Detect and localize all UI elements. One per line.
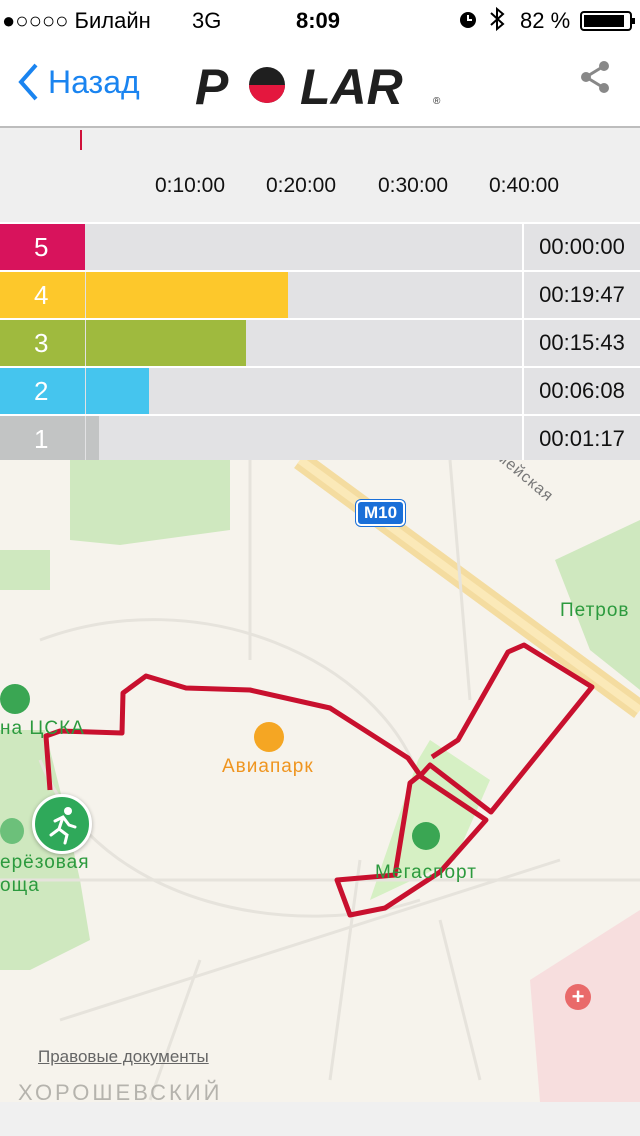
svg-text:LAR: LAR bbox=[300, 62, 403, 108]
place-label[interactable]: Мегаспорт bbox=[375, 862, 477, 883]
map-background bbox=[0, 460, 640, 1102]
clock: 8:09 bbox=[296, 8, 341, 33]
bottom-area bbox=[0, 1102, 640, 1136]
place-label[interactable]: на ЦСКА bbox=[0, 718, 85, 739]
axis-tick: 0:20:00 bbox=[265, 174, 337, 197]
svg-text:®: ® bbox=[433, 96, 441, 107]
battery-percent: 82 % bbox=[520, 8, 571, 33]
zone-time: 00:15:43 bbox=[522, 320, 640, 366]
zone-number: 4 bbox=[0, 272, 85, 318]
route-map[interactable]: M10 мейская на ЦСКА Авиапарк ерёзовая ощ… bbox=[0, 460, 640, 1102]
zone-time: 00:19:47 bbox=[522, 272, 640, 318]
carrier: ●○○○○ Билайн bbox=[2, 8, 151, 33]
place-label[interactable]: ерёзовая bbox=[0, 852, 90, 873]
stadium-icon bbox=[0, 684, 30, 714]
bluetooth-icon bbox=[488, 6, 506, 38]
stadium-icon bbox=[412, 822, 440, 850]
zone-row: 4 00:19:47 bbox=[0, 270, 640, 318]
place-label[interactable]: оща bbox=[0, 875, 40, 896]
road-badge: M10 bbox=[356, 500, 406, 526]
running-start-icon bbox=[32, 794, 92, 854]
zone-number: 2 bbox=[0, 368, 85, 414]
legal-link[interactable]: Правовые документы bbox=[38, 1047, 209, 1066]
zone-number: 1 bbox=[0, 416, 85, 462]
place-label[interactable]: Петров bbox=[560, 600, 630, 621]
place-label[interactable]: Авиапарк bbox=[222, 756, 314, 777]
zone-bar bbox=[86, 320, 246, 366]
back-label: Назад bbox=[48, 63, 140, 100]
polar-logo: P LAR ® bbox=[195, 59, 445, 115]
alarm-icon bbox=[458, 9, 478, 35]
heart-rate-zones: 5 00:00:00 4 00:19:47 3 00:15:43 2 00:06:08 … bbox=[0, 222, 640, 462]
zone-bar bbox=[86, 416, 99, 462]
current-position-marker bbox=[80, 130, 82, 150]
time-axis: 0:10:00 0:20:00 0:30:00 0:40:00 bbox=[0, 130, 640, 222]
zone-row: 5 00:00:00 bbox=[0, 222, 640, 270]
park-icon bbox=[0, 818, 24, 844]
zone-time: 00:00:00 bbox=[522, 224, 640, 270]
zone-bar bbox=[86, 272, 288, 318]
hospital-icon: + bbox=[565, 984, 591, 1010]
status-bar: ●○○○○ Билайн 3G 8:09 82 % bbox=[0, 0, 640, 40]
zone-bar bbox=[86, 368, 149, 414]
zone-time: 00:01:17 bbox=[522, 416, 640, 462]
route-track bbox=[43, 642, 595, 918]
zone-row: 3 00:15:43 bbox=[0, 318, 640, 366]
nav-bar: Назад P LAR ® bbox=[0, 40, 640, 128]
share-button[interactable] bbox=[578, 60, 612, 99]
svg-text:P: P bbox=[195, 62, 229, 108]
zone-time: 00:06:08 bbox=[522, 368, 640, 414]
zone-row: 2 00:06:08 bbox=[0, 366, 640, 414]
district-label: ХОРОШЕВСКИЙ bbox=[18, 1080, 223, 1102]
zone-number: 3 bbox=[0, 320, 85, 366]
axis-tick: 0:10:00 bbox=[154, 174, 226, 197]
share-icon bbox=[581, 61, 609, 93]
network: 3G bbox=[192, 8, 222, 33]
axis-tick: 0:40:00 bbox=[488, 174, 560, 197]
zone-row: 1 00:01:17 bbox=[0, 414, 640, 462]
chevron-left-icon bbox=[18, 63, 38, 101]
axis-tick: 0:30:00 bbox=[377, 174, 449, 197]
zone-number: 5 bbox=[0, 224, 85, 270]
battery-icon bbox=[580, 11, 636, 37]
back-button[interactable]: Назад bbox=[16, 62, 140, 102]
shopping-icon bbox=[254, 722, 284, 752]
